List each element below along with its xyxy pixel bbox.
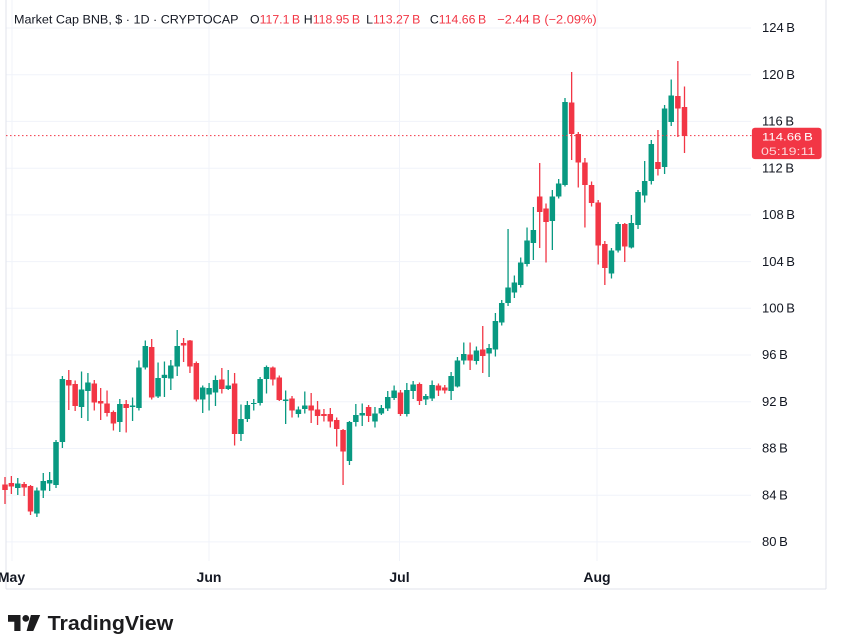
- svg-text:05:19:11: 05:19:11: [761, 146, 815, 158]
- svg-text:124 B: 124 B: [762, 20, 795, 35]
- svg-text:L113.27 B: L113.27 B: [366, 13, 420, 27]
- svg-text:100 B: 100 B: [762, 301, 795, 316]
- svg-text:H118.95 B: H118.95 B: [304, 13, 360, 27]
- svg-text:C114.66 B: C114.66 B: [430, 13, 486, 27]
- svg-text:96 B: 96 B: [762, 347, 788, 362]
- svg-text:114.66 B: 114.66 B: [762, 131, 813, 143]
- svg-text:88 B: 88 B: [762, 441, 788, 456]
- svg-text:−2.44 B (−2.09%): −2.44 B (−2.09%): [497, 13, 596, 27]
- svg-text:108 B: 108 B: [762, 207, 795, 222]
- svg-text:May: May: [0, 569, 25, 585]
- svg-text:Aug: Aug: [583, 569, 610, 585]
- svg-text:92 B: 92 B: [762, 394, 788, 409]
- svg-text:Jun: Jun: [197, 569, 222, 585]
- svg-text:TradingView: TradingView: [48, 613, 174, 635]
- svg-text:Market Cap BNB, $ · 1D · CRYPT: Market Cap BNB, $ · 1D · CRYPTOCAP: [14, 13, 239, 27]
- svg-text:104 B: 104 B: [762, 254, 795, 269]
- svg-text:84 B: 84 B: [762, 487, 788, 502]
- svg-text:O117.1 B: O117.1 B: [250, 13, 300, 27]
- svg-text:Jul: Jul: [389, 569, 409, 585]
- svg-text:80 B: 80 B: [762, 534, 788, 549]
- svg-text:116 B: 116 B: [762, 114, 794, 129]
- svg-text:112 B: 112 B: [762, 160, 794, 175]
- svg-text:120 B: 120 B: [762, 67, 795, 82]
